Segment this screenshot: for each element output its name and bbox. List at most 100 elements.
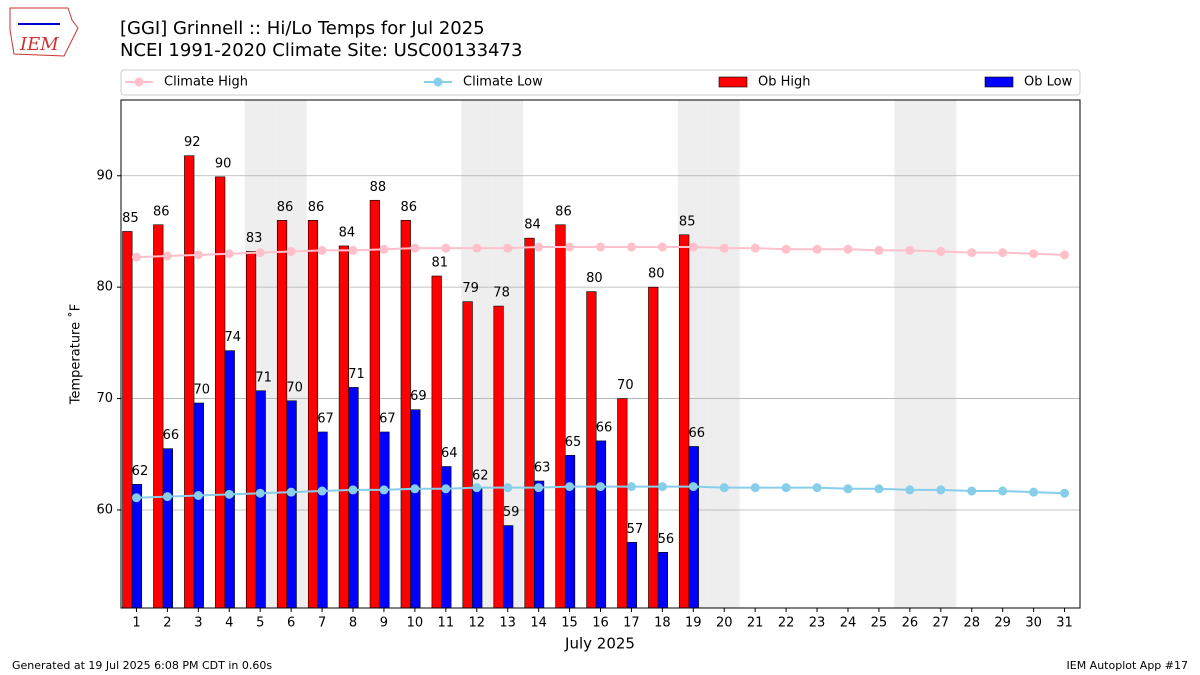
x-tick-label: 19 [685, 616, 702, 631]
logo: IEM [9, 7, 79, 57]
logo-text: IEM [19, 34, 59, 55]
bar [317, 431, 328, 609]
climate-point [286, 247, 296, 257]
value-label: 74 [224, 330, 241, 345]
bar [503, 525, 514, 609]
climate-point [905, 245, 915, 255]
climate-point [781, 483, 791, 493]
bar [679, 234, 690, 609]
bar [379, 431, 390, 609]
value-label: 86 [277, 200, 294, 215]
x-tick-label: 23 [809, 616, 826, 631]
bar [688, 446, 699, 609]
bar [462, 301, 473, 609]
x-tick-label: 18 [654, 616, 671, 631]
bar [586, 291, 597, 609]
x-axis-label: July 2025 [564, 635, 635, 653]
bar [410, 409, 421, 609]
climate-point [131, 252, 141, 262]
x-tick-label: 7 [318, 616, 326, 631]
x-tick-label: 11 [438, 616, 455, 631]
climate-point [441, 243, 451, 253]
x-tick-label: 8 [349, 616, 357, 631]
climate-point [626, 482, 636, 492]
legend-swatch [984, 76, 1014, 88]
value-label: 86 [555, 204, 572, 219]
value-label: 64 [441, 446, 458, 461]
climate-point [348, 245, 358, 255]
climate-point [1029, 487, 1039, 497]
x-tick-label: 30 [1025, 616, 1042, 631]
bar [224, 350, 235, 609]
value-label: 85 [679, 214, 696, 229]
legend-label: Climate Low [463, 75, 543, 90]
x-tick-label: 31 [1056, 616, 1073, 631]
x-tick-label: 14 [530, 616, 547, 631]
chart-subtitle: NCEI 1991-2020 Climate Site: USC00133473 [120, 40, 522, 61]
value-label: 57 [627, 522, 644, 537]
value-label: 71 [255, 370, 272, 385]
climate-point [719, 243, 729, 253]
bar [555, 224, 566, 609]
x-tick-label: 24 [840, 616, 857, 631]
weekend-shade [708, 100, 740, 608]
bar [286, 400, 297, 609]
bar [626, 541, 638, 609]
climate-point [565, 242, 575, 252]
value-label: 70 [286, 380, 303, 395]
x-tick-label: 1 [132, 616, 140, 631]
x-tick-label: 9 [380, 616, 388, 631]
x-tick-label: 3 [194, 616, 202, 631]
x-tick-label: 28 [963, 616, 980, 631]
x-tick-label: 12 [468, 616, 485, 631]
climate-point [967, 486, 977, 496]
value-label: 86 [308, 200, 325, 215]
bar [348, 387, 359, 609]
bar [255, 390, 266, 609]
climate-point [255, 488, 265, 498]
climate-point [379, 244, 389, 254]
climate-point [224, 249, 234, 259]
climate-point [317, 486, 327, 496]
bar [153, 224, 164, 609]
climate-point [255, 248, 265, 258]
bar [493, 305, 504, 609]
climate-point [162, 492, 172, 502]
chart-title: [GGI] Grinnell :: Hi/Lo Temps for Jul 20… [120, 18, 485, 39]
y-axis-label: Temperature ˚F [68, 304, 84, 405]
climate-point [812, 244, 822, 254]
climate-point [688, 482, 698, 492]
value-label: 66 [689, 426, 706, 441]
climate-point [843, 244, 853, 254]
x-tick-label: 13 [499, 616, 516, 631]
value-label: 79 [462, 281, 479, 296]
x-tick-label: 10 [407, 616, 424, 631]
climate-point [967, 248, 977, 258]
value-label: 85 [122, 211, 139, 226]
bar [193, 402, 204, 609]
climate-point [596, 242, 605, 252]
climate-point [998, 248, 1008, 258]
y-tick-label: 90 [96, 168, 113, 183]
value-label: 56 [658, 532, 675, 547]
climate-point [224, 489, 234, 499]
climate-point [193, 490, 203, 500]
x-tick-label: 21 [747, 616, 764, 631]
bar [472, 488, 483, 609]
x-tick-label: 29 [994, 616, 1011, 631]
x-tick-label: 16 [592, 616, 609, 631]
climate-point [441, 484, 451, 494]
value-label: 65 [565, 435, 582, 450]
value-label: 59 [503, 505, 520, 520]
value-label: 84 [339, 225, 356, 240]
bar [617, 398, 628, 609]
bar [122, 231, 133, 609]
value-label: 90 [215, 156, 232, 171]
x-tick-label: 17 [623, 616, 640, 631]
legend-label: Climate High [164, 75, 248, 90]
value-label: 69 [410, 389, 427, 404]
y-tick-label: 60 [96, 502, 113, 517]
value-label: 71 [348, 367, 365, 382]
climate-point [348, 485, 358, 495]
